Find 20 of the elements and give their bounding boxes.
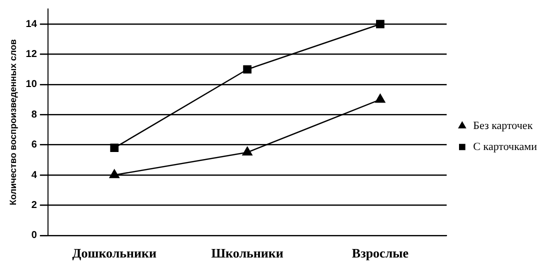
legend-label: С карточками — [473, 140, 538, 153]
point — [110, 144, 119, 152]
x-tick-label: Взрослые — [352, 246, 409, 261]
point — [243, 65, 252, 74]
x-tick-label: Школьники — [211, 246, 284, 261]
point — [242, 146, 252, 156]
y-axis-title: Количество воспроизведенных слов — [8, 38, 18, 206]
point — [375, 94, 386, 103]
y-tick-label: 14 — [26, 18, 38, 30]
y-tick-label: 4 — [31, 170, 38, 181]
y-tick-label: 2 — [31, 200, 38, 211]
y-tick-label: 12 — [26, 49, 38, 60]
x-tick-label: Дошкольники — [72, 246, 157, 261]
point — [376, 20, 384, 28]
y-tick-label: 0 — [31, 230, 38, 242]
y-tick-label: 6 — [31, 140, 38, 151]
point — [109, 169, 120, 178]
legend-label: Без карточек — [473, 120, 534, 132]
y-tick-label: 10 — [26, 79, 38, 90]
y-tick-label: 8 — [31, 109, 38, 120]
